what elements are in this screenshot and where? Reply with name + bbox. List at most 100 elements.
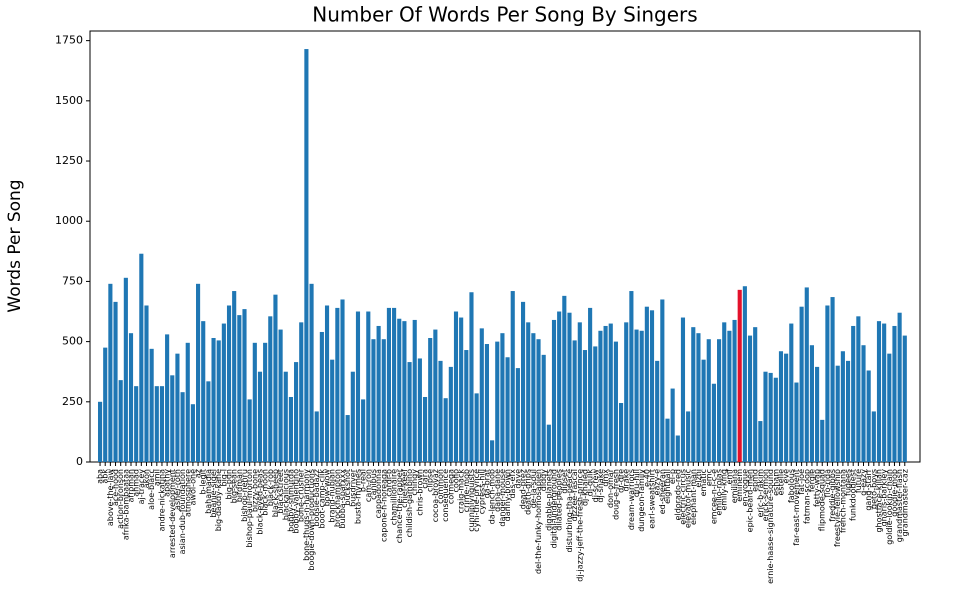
x-tick-label: dj-snake [596,469,605,503]
bar [165,334,170,462]
x-tick-label: en-vogue [740,469,749,506]
bar [407,362,412,462]
bar [835,365,840,462]
bar [123,277,128,462]
x-tick-label: dr-dre [617,469,626,493]
bar [412,319,417,462]
bar [799,306,804,462]
x-tick-label: cyhi-the-prynce [472,469,481,532]
bar [211,337,216,462]
x-tick-label: boogie-down-productions [307,469,316,571]
bar [201,321,206,462]
bar [438,360,443,462]
bar [103,347,108,462]
bar [897,312,902,462]
bar [443,398,448,462]
bar [226,305,232,462]
x-tick-label: blackstreet [276,469,285,514]
bar [711,383,716,462]
bar [861,345,866,462]
bar [330,359,335,462]
bar [696,333,701,462]
bar [644,306,649,462]
x-tick-label: aj-tracey [137,469,146,505]
bar [397,318,402,462]
x-tick-label: don-omar [606,468,615,508]
x-tick-label: afrika-bambaataa [121,469,130,540]
bar [804,287,809,462]
x-tick-label: far-east-movement [792,469,801,546]
x-tick-label: andre-nickatina [157,469,166,531]
x-tick-label: crime-mob [462,469,471,512]
bar [490,440,495,462]
x-tick-label: awol-one [188,469,197,506]
x-tick-label: fergie [807,469,816,492]
x-tick-label: busta-rhymes [353,469,362,524]
bar [541,354,546,462]
bar [830,297,835,462]
bar [686,411,691,462]
x-tick-label: ace-hood [111,469,120,506]
bar [613,341,618,462]
bar [572,340,577,462]
y-tick-label: 1750 [55,34,83,47]
x-tick-label: amil [152,469,161,486]
x-tick-label: black-eyed-peas [255,469,264,535]
x-tick-label: bobby-shmurda [286,469,295,532]
x-tick-label: dru-hill [632,469,641,497]
bar [871,411,876,462]
bar [402,321,407,462]
bar [314,411,319,462]
x-tick-label: flo-rida [823,469,832,498]
bar [345,415,350,462]
x-tick-label: birdman [235,469,244,502]
x-tick-label: danger-mouse [498,469,507,527]
x-tick-label: az [194,469,203,478]
x-tick-label: dj-screw [591,469,600,503]
bar [670,388,675,462]
x-tick-label: ed-sheeran [658,469,667,514]
bar [242,309,247,462]
bar [268,316,273,462]
bar [196,283,201,462]
bar [139,253,144,462]
x-tick-label: bubba-sparxxx [338,469,347,529]
bar [190,404,195,462]
x-tick-label: death-grips [524,469,533,515]
x-tick-label: abk [101,469,110,484]
bar [144,305,149,462]
x-tick-label: epic-beard-men [746,469,755,532]
x-tick-label: earl-sweatshirt [648,469,657,529]
bar [417,358,422,462]
bar [825,305,830,462]
x-tick-label: grandmaster-flash [895,469,904,542]
x-tick-label: digital-underground [550,469,559,548]
bar [536,339,541,462]
bar [567,312,572,462]
bar [551,319,557,462]
x-tick-label: cam-ron [364,469,373,502]
x-tick-label: chance-the-rapper [395,468,404,543]
x-tick-label: elzhi [694,469,703,488]
bar [701,359,706,462]
x-tick-label: dead-prez [519,469,528,509]
y-tick-label: 750 [62,274,83,287]
x-tick-label: estelle [776,469,785,496]
bar [680,317,686,462]
x-tick-label: common [436,469,445,504]
bar [546,424,551,462]
bar [304,49,309,463]
x-tick-label: eric-b-rakim [756,469,765,518]
bar [582,350,588,462]
bar [758,421,763,462]
bar [557,311,562,462]
x-tick-label: chief-keef [400,469,409,508]
x-tick-label: eve [782,469,791,484]
bar [376,325,381,462]
bar [170,375,175,462]
bar [479,328,484,462]
bar [273,294,278,462]
y-tick-label: 250 [62,395,83,408]
x-tick-label: brand-nubian [328,469,337,523]
